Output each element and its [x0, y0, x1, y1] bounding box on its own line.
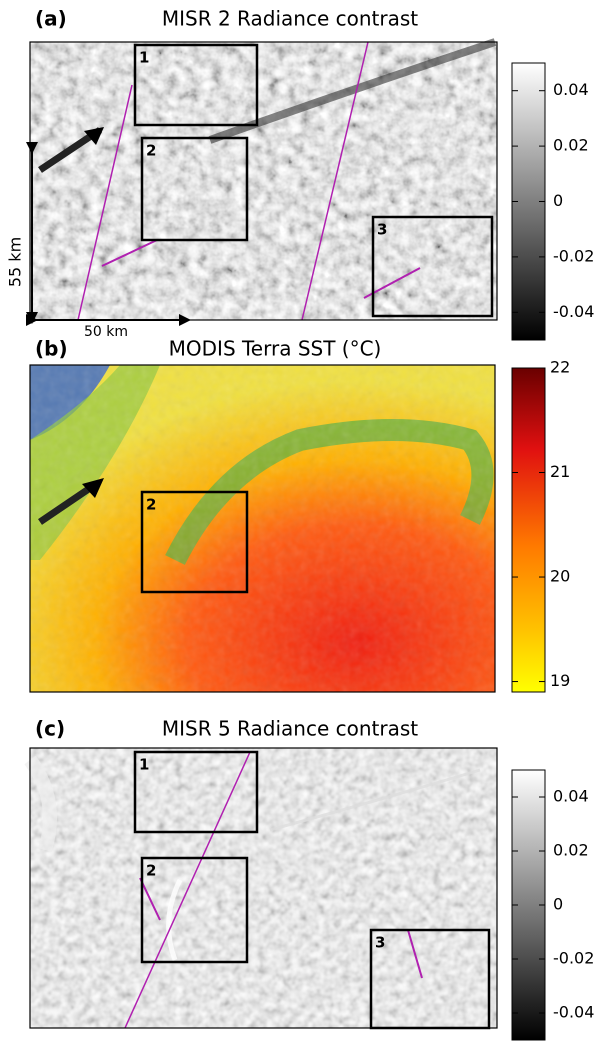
- region-label: 2: [146, 496, 156, 514]
- region-box: [140, 856, 249, 964]
- colorbar-tick-label: 0.02: [553, 136, 589, 155]
- colorbar-tick-label: 0: [553, 191, 563, 210]
- panel-label: (b): [35, 337, 68, 361]
- region-label: 3: [375, 934, 385, 952]
- colorbar-tick-label: 0.04: [553, 80, 589, 99]
- region-box: [371, 215, 494, 318]
- panel-title: MISR 5 Radiance contrast: [162, 717, 418, 741]
- colorbar-tick-label: 22: [550, 358, 570, 377]
- colorbar-tick-label: -0.04: [553, 302, 594, 321]
- scale-label: 50 km: [84, 324, 128, 340]
- region-box: [140, 136, 249, 242]
- region-label: 3: [377, 221, 387, 239]
- colorbar-tick-label: -0.04: [553, 1003, 594, 1022]
- region-label: 1: [139, 49, 149, 67]
- panel-label: (a): [35, 7, 67, 31]
- colorbar-tick-label: 19: [550, 671, 570, 690]
- region-label: 2: [146, 862, 156, 880]
- panel-a-image: [26, 38, 498, 326]
- colorbar: [511, 367, 546, 693]
- region-box: [140, 490, 249, 594]
- panel-b-image: [29, 364, 496, 693]
- colorbar-tick-label: -0.02: [553, 246, 594, 265]
- colorbar-tick-label: 0: [553, 895, 563, 914]
- panel-title: MISR 2 Radiance contrast: [162, 7, 418, 31]
- colorbar-tick-label: 0.04: [553, 787, 589, 806]
- colorbar-tick-label: 0.02: [553, 841, 589, 860]
- region-label: 1: [139, 756, 149, 774]
- panel-title: MODIS Terra SST (°C): [169, 337, 382, 361]
- region-label: 2: [146, 142, 156, 160]
- panel-c-image: [24, 747, 498, 1029]
- colorbar-tick-label: 21: [550, 462, 570, 481]
- scale-label: 55 km: [6, 237, 25, 287]
- region-box: [369, 928, 491, 1030]
- region-box: [133, 43, 259, 127]
- region-box: [133, 750, 259, 834]
- colorbar-tick-label: -0.02: [553, 949, 594, 968]
- colorbar-tick-label: 20: [550, 567, 570, 586]
- panel-label: (c): [35, 717, 65, 741]
